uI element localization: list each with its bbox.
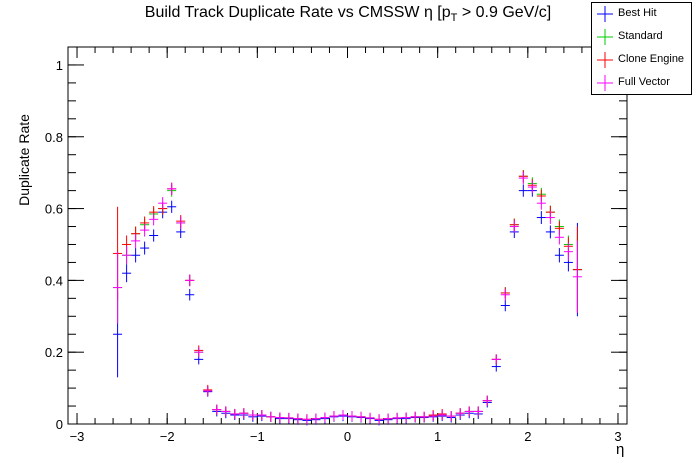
chart-title: Build Track Duplicate Rate vs CMSSW η [p… xyxy=(0,4,696,24)
x-tick-label: −3 xyxy=(70,429,85,444)
legend-label-clone-engine: Clone Engine xyxy=(618,53,685,65)
x-tick-label: 2 xyxy=(524,429,531,444)
series-clone-engine xyxy=(113,170,582,425)
chart-title-tail: > 0.9 GeV/c] xyxy=(457,4,552,21)
axis-ticks: −3 −2 −1 0 1 2 3 0 0.2 0.4 0.6 0.8 1 xyxy=(45,47,627,444)
x-tick-label: −1 xyxy=(250,429,265,444)
legend-item-full-vector: Full Vector xyxy=(592,72,691,95)
legend-item-clone-engine: Clone Engine xyxy=(592,49,691,72)
x-tick-label: −2 xyxy=(160,429,175,444)
y-tick-label: 0.8 xyxy=(45,130,63,145)
legend-marker-full-vector xyxy=(597,75,613,91)
chart-title-subscript: T xyxy=(450,12,458,25)
legend-label-best-hit: Best Hit xyxy=(618,7,657,19)
chart-title-main: Build Track Duplicate Rate vs CMSSW η [p xyxy=(144,4,451,21)
y-tick-label: 0 xyxy=(56,417,63,432)
y-tick-label: 0.4 xyxy=(45,273,63,288)
series-standard xyxy=(113,170,582,425)
x-axis-label: η xyxy=(616,441,625,458)
x-tick-label: 0 xyxy=(344,429,351,444)
y-tick-label: 0.2 xyxy=(45,345,63,360)
legend-item-best-hit: Best Hit xyxy=(592,3,691,26)
y-tick-label: 1 xyxy=(56,58,63,73)
y-tick-label: 0.6 xyxy=(45,202,63,217)
legend-label-full-vector: Full Vector xyxy=(618,76,670,88)
legend: Best Hit Standard Clone Engine Full Vect… xyxy=(591,2,692,95)
legend-item-standard: Standard xyxy=(592,26,691,49)
legend-marker-clone-engine xyxy=(597,52,613,68)
x-tick-label: 3 xyxy=(614,429,621,444)
x-tick-label: 1 xyxy=(434,429,441,444)
legend-label-standard: Standard xyxy=(618,30,663,42)
data-markers xyxy=(113,170,582,426)
legend-marker-standard xyxy=(597,29,613,45)
series-full-vector xyxy=(113,171,582,425)
y-axis-label: Duplicate Rate xyxy=(16,114,32,206)
legend-marker-best-hit xyxy=(597,6,613,22)
